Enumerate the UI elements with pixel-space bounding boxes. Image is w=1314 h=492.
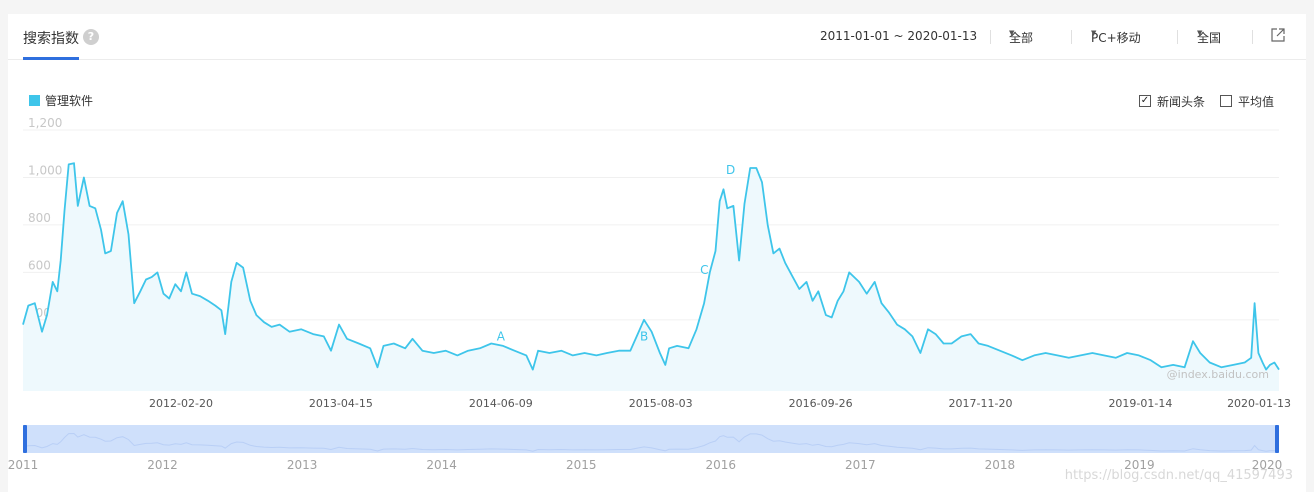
caret-down-icon: ▼ (1091, 29, 1097, 37)
navigator-tick-label: 2017 (845, 458, 876, 472)
x-tick-label: 2015-08-03 (629, 397, 693, 410)
average-label: 平均值 (1238, 95, 1275, 109)
navigator-tick-label: 2013 (287, 458, 318, 472)
annotation-marker: C (700, 263, 708, 277)
news-label: 新闻头条 (1157, 95, 1206, 109)
navigator-handle-right[interactable] (1275, 425, 1279, 453)
x-tick-label: 2012-02-20 (149, 397, 213, 410)
checkmark-icon: ✓ (1140, 95, 1150, 106)
caret-down-icon: ▼ (1009, 29, 1015, 37)
news-checkbox[interactable]: ✓ (1139, 95, 1151, 107)
help-icon[interactable]: ? (83, 29, 99, 45)
navigator-tick-label: 2020 (1252, 458, 1283, 472)
x-tick-label: 2019-01-14 (1108, 397, 1172, 410)
x-tick-label: 2017-11-20 (949, 397, 1013, 410)
navigator-handle-left[interactable] (23, 425, 27, 453)
average-checkbox[interactable] (1220, 95, 1232, 107)
series-line (22, 162, 1280, 371)
y-tick-label: 600 (28, 258, 51, 272)
y-tick-label: 800 (28, 211, 51, 225)
watermark: @index.baidu.com (1167, 368, 1269, 381)
date-range-picker[interactable]: 2011-01-01 ~ 2020-01-13 (820, 29, 978, 43)
navigator-tick-label: 2019 (1124, 458, 1155, 472)
x-tick-label: 2016-09-26 (789, 397, 853, 410)
caret-down-icon: ▼ (1197, 29, 1203, 37)
legend-swatch (29, 95, 40, 106)
export-icon[interactable] (1271, 28, 1285, 45)
csdn-watermark: https://blog.csdn.net/qq_41597493 (1065, 468, 1293, 483)
annotation-marker: A (497, 329, 506, 343)
header-bar: 搜索指数 ? 2011-01-01 ~ 2020-01-13 全部 ▼ PC+移… (8, 14, 1306, 60)
navigator-line (22, 432, 1280, 452)
navigator-tick-label: 2012 (147, 458, 178, 472)
filter-bar: 2011-01-01 ~ 2020-01-13 全部 ▼ PC+移动 ▼ 全国 … (820, 28, 1290, 47)
navigator-tick-label: 2014 (426, 458, 457, 472)
y-tick-label: 1,200 (28, 116, 62, 130)
region-dropdown-value: 全国 (1197, 31, 1222, 45)
device-dropdown-value: PC+移动 (1091, 31, 1141, 45)
page-title: 搜索指数 (23, 31, 79, 47)
navigator-tick-label: 2011 (8, 458, 38, 472)
active-tab-indicator (23, 57, 79, 60)
navigator-window[interactable] (23, 425, 1279, 453)
annotation-marker: D (726, 163, 735, 177)
legend-label[interactable]: 管理软件 (45, 94, 94, 108)
trend-chart: 2004006008001,0001,200ABCD2012-02-202013… (8, 116, 1293, 483)
search-index-card: 搜索指数 ? 2011-01-01 ~ 2020-01-13 全部 ▼ PC+移… (8, 14, 1306, 492)
annotation-marker: B (640, 329, 648, 343)
x-tick-label: 2013-04-15 (309, 397, 373, 410)
series-area (23, 163, 1279, 391)
y-tick-label: 1,000 (28, 163, 62, 177)
navigator-tick-label: 2018 (985, 458, 1016, 472)
navigator-tick-label: 2016 (706, 458, 737, 472)
x-tick-label: 2020-01-13 (1227, 397, 1291, 410)
type-dropdown-value: 全部 (1009, 31, 1034, 45)
x-tick-label: 2014-06-09 (469, 397, 533, 410)
navigator-tick-label: 2015 (566, 458, 597, 472)
